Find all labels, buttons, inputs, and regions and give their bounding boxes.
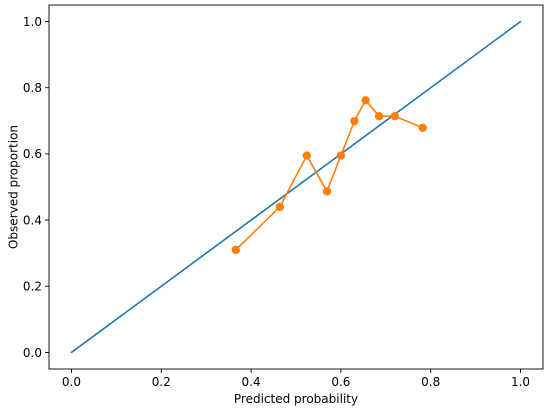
y-tick-label: 0.8 [23, 81, 42, 95]
axes: 0.0 0.2 0.4 0.6 0.8 1.0 0.0 0.2 0.4 0.6 0.8 1.0 [23, 4, 544, 389]
x-tick-label: 0.6 [331, 375, 350, 389]
data-point [374, 111, 384, 121]
y-tick-label: 0.2 [23, 280, 42, 294]
y-tick-label: 0.0 [23, 346, 42, 360]
data-point [418, 123, 427, 132]
data-point [322, 187, 332, 196]
x-tick-label: 0.8 [421, 375, 440, 389]
y-tick-label: 0.6 [23, 147, 42, 161]
x-axis-label: Predicted probability [234, 392, 358, 406]
x-tick-label: 0.4 [242, 375, 261, 389]
data-point [302, 151, 311, 160]
series-group [70, 20, 522, 354]
data-point [350, 116, 359, 126]
data-point [336, 151, 346, 160]
x-tick-label: 0.0 [62, 375, 81, 389]
series-line-0 [70, 20, 522, 354]
data-point [390, 111, 399, 121]
y-tick-label: 1.0 [23, 15, 42, 29]
series-line-1 [235, 99, 424, 251]
axes-frame [48, 4, 544, 370]
y-axis-label: Observed proportion [7, 125, 21, 249]
data-point [231, 245, 241, 255]
x-tick-label: 0.2 [152, 375, 171, 389]
data-point [275, 202, 285, 212]
y-tick-label: 0.4 [23, 213, 42, 227]
x-tick-label: 1.0 [511, 375, 530, 389]
data-point [361, 96, 370, 105]
